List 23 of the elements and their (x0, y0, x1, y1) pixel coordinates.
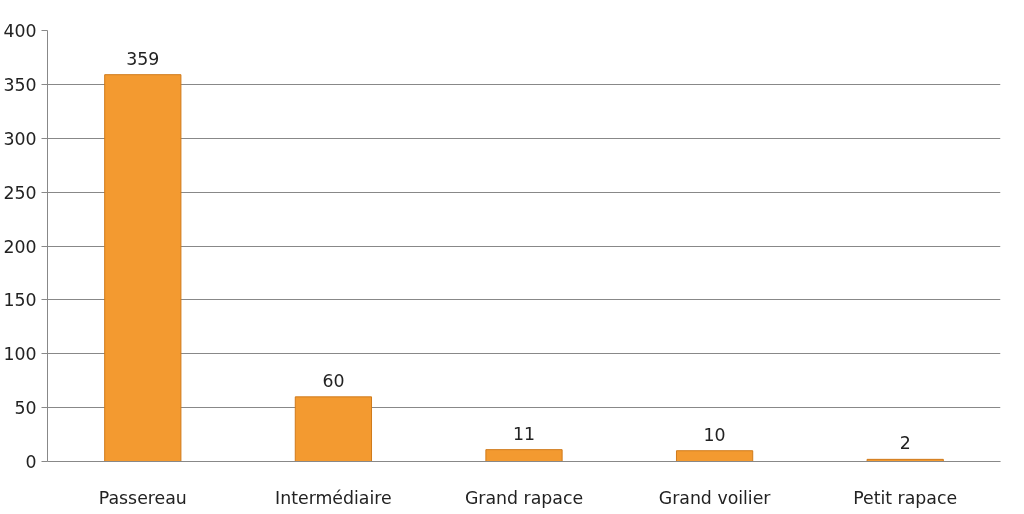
bar (104, 74, 182, 462)
data-label: 359 (126, 48, 160, 69)
y-tick-label: 200 (3, 236, 37, 257)
x-tick-label: Intermédiaire (275, 487, 392, 508)
data-label: 10 (703, 424, 726, 445)
bar (675, 450, 754, 462)
data-label: 60 (322, 370, 345, 391)
x-tick-label: Passereau (98, 487, 187, 508)
y-tick-label: 300 (3, 128, 37, 149)
data-label: 11 (512, 423, 536, 444)
y-tick-label: 50 (14, 398, 37, 419)
y-tick-label: 150 (3, 290, 37, 311)
y-tick-label: 350 (3, 74, 37, 95)
y-tick-label: 400 (3, 21, 37, 41)
y-tick-label: 0 (25, 452, 37, 472)
bar (485, 449, 563, 462)
data-label: 2 (899, 433, 911, 454)
y-tick-label: 100 (3, 344, 37, 365)
y-tick-label: 250 (3, 182, 37, 203)
x-tick-label: Petit rapace (853, 487, 958, 508)
bar (294, 396, 373, 462)
x-tick-label: Grand voilier (658, 487, 772, 508)
x-tick-label: Grand rapace (464, 487, 584, 508)
